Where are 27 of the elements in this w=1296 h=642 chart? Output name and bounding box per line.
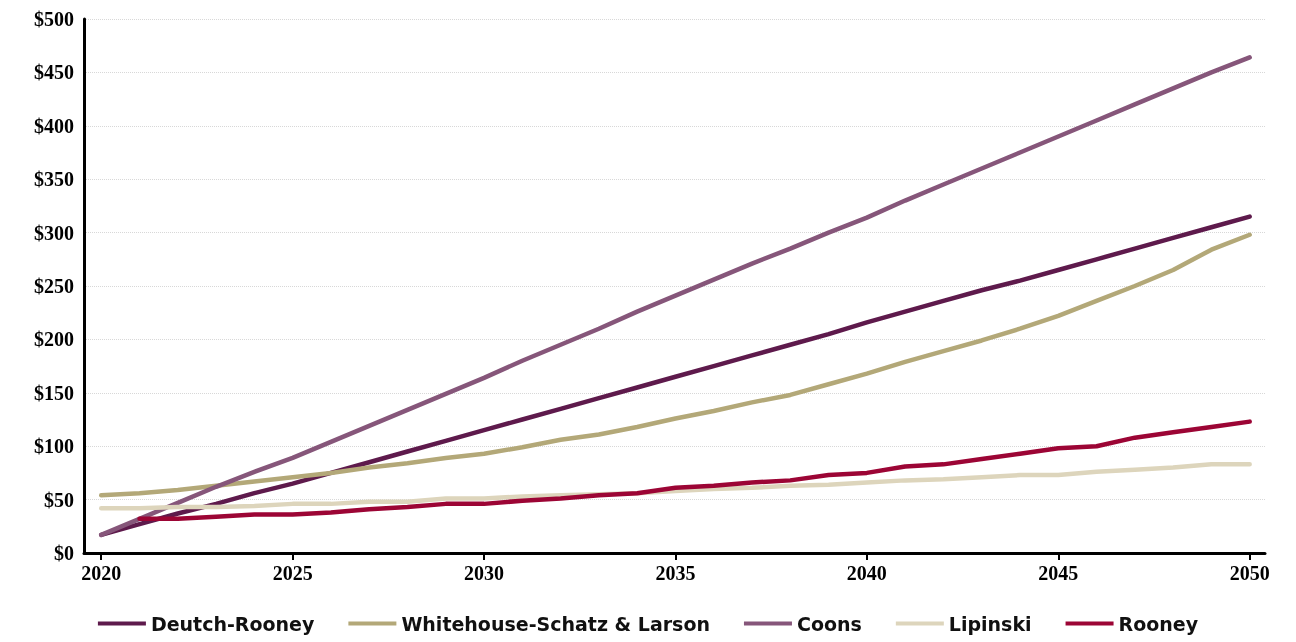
y-tick-label: $450 [34,61,74,84]
x-tick-label: 2035 [655,562,696,584]
y-tick-label: $500 [34,8,74,30]
y-tick-label: $350 [34,168,74,191]
y-tick-label: $200 [34,328,74,351]
legend-label: Rooney [1118,612,1199,635]
line-series [98,462,1252,511]
y-tick-label: $100 [34,435,74,458]
legend-label: Deutch-Rooney [150,612,315,635]
legend-label: Lipinski [948,612,1032,635]
legend-label: Whitehouse-Schatz & Larson [401,612,710,635]
line-series [98,232,1252,498]
y-tick-label: $400 [34,114,74,137]
x-tick-label: 2050 [1229,562,1270,584]
y-tick-label: $0 [54,542,74,564]
x-tick-label: 2025 [272,562,313,584]
legend-label: Coons [796,612,862,635]
line-series [98,55,1252,538]
y-tick-label: $250 [34,275,74,297]
y-tick-label: $300 [34,221,74,244]
x-tick-label: 2030 [464,562,505,584]
x-tick-label: 2020 [81,562,122,584]
y-tick-label: $150 [34,381,74,404]
x-tick-label: 2045 [1038,562,1079,584]
x-tick-label: 2040 [846,562,887,584]
line-series [137,419,1252,522]
y-tick-label: $50 [44,488,74,511]
